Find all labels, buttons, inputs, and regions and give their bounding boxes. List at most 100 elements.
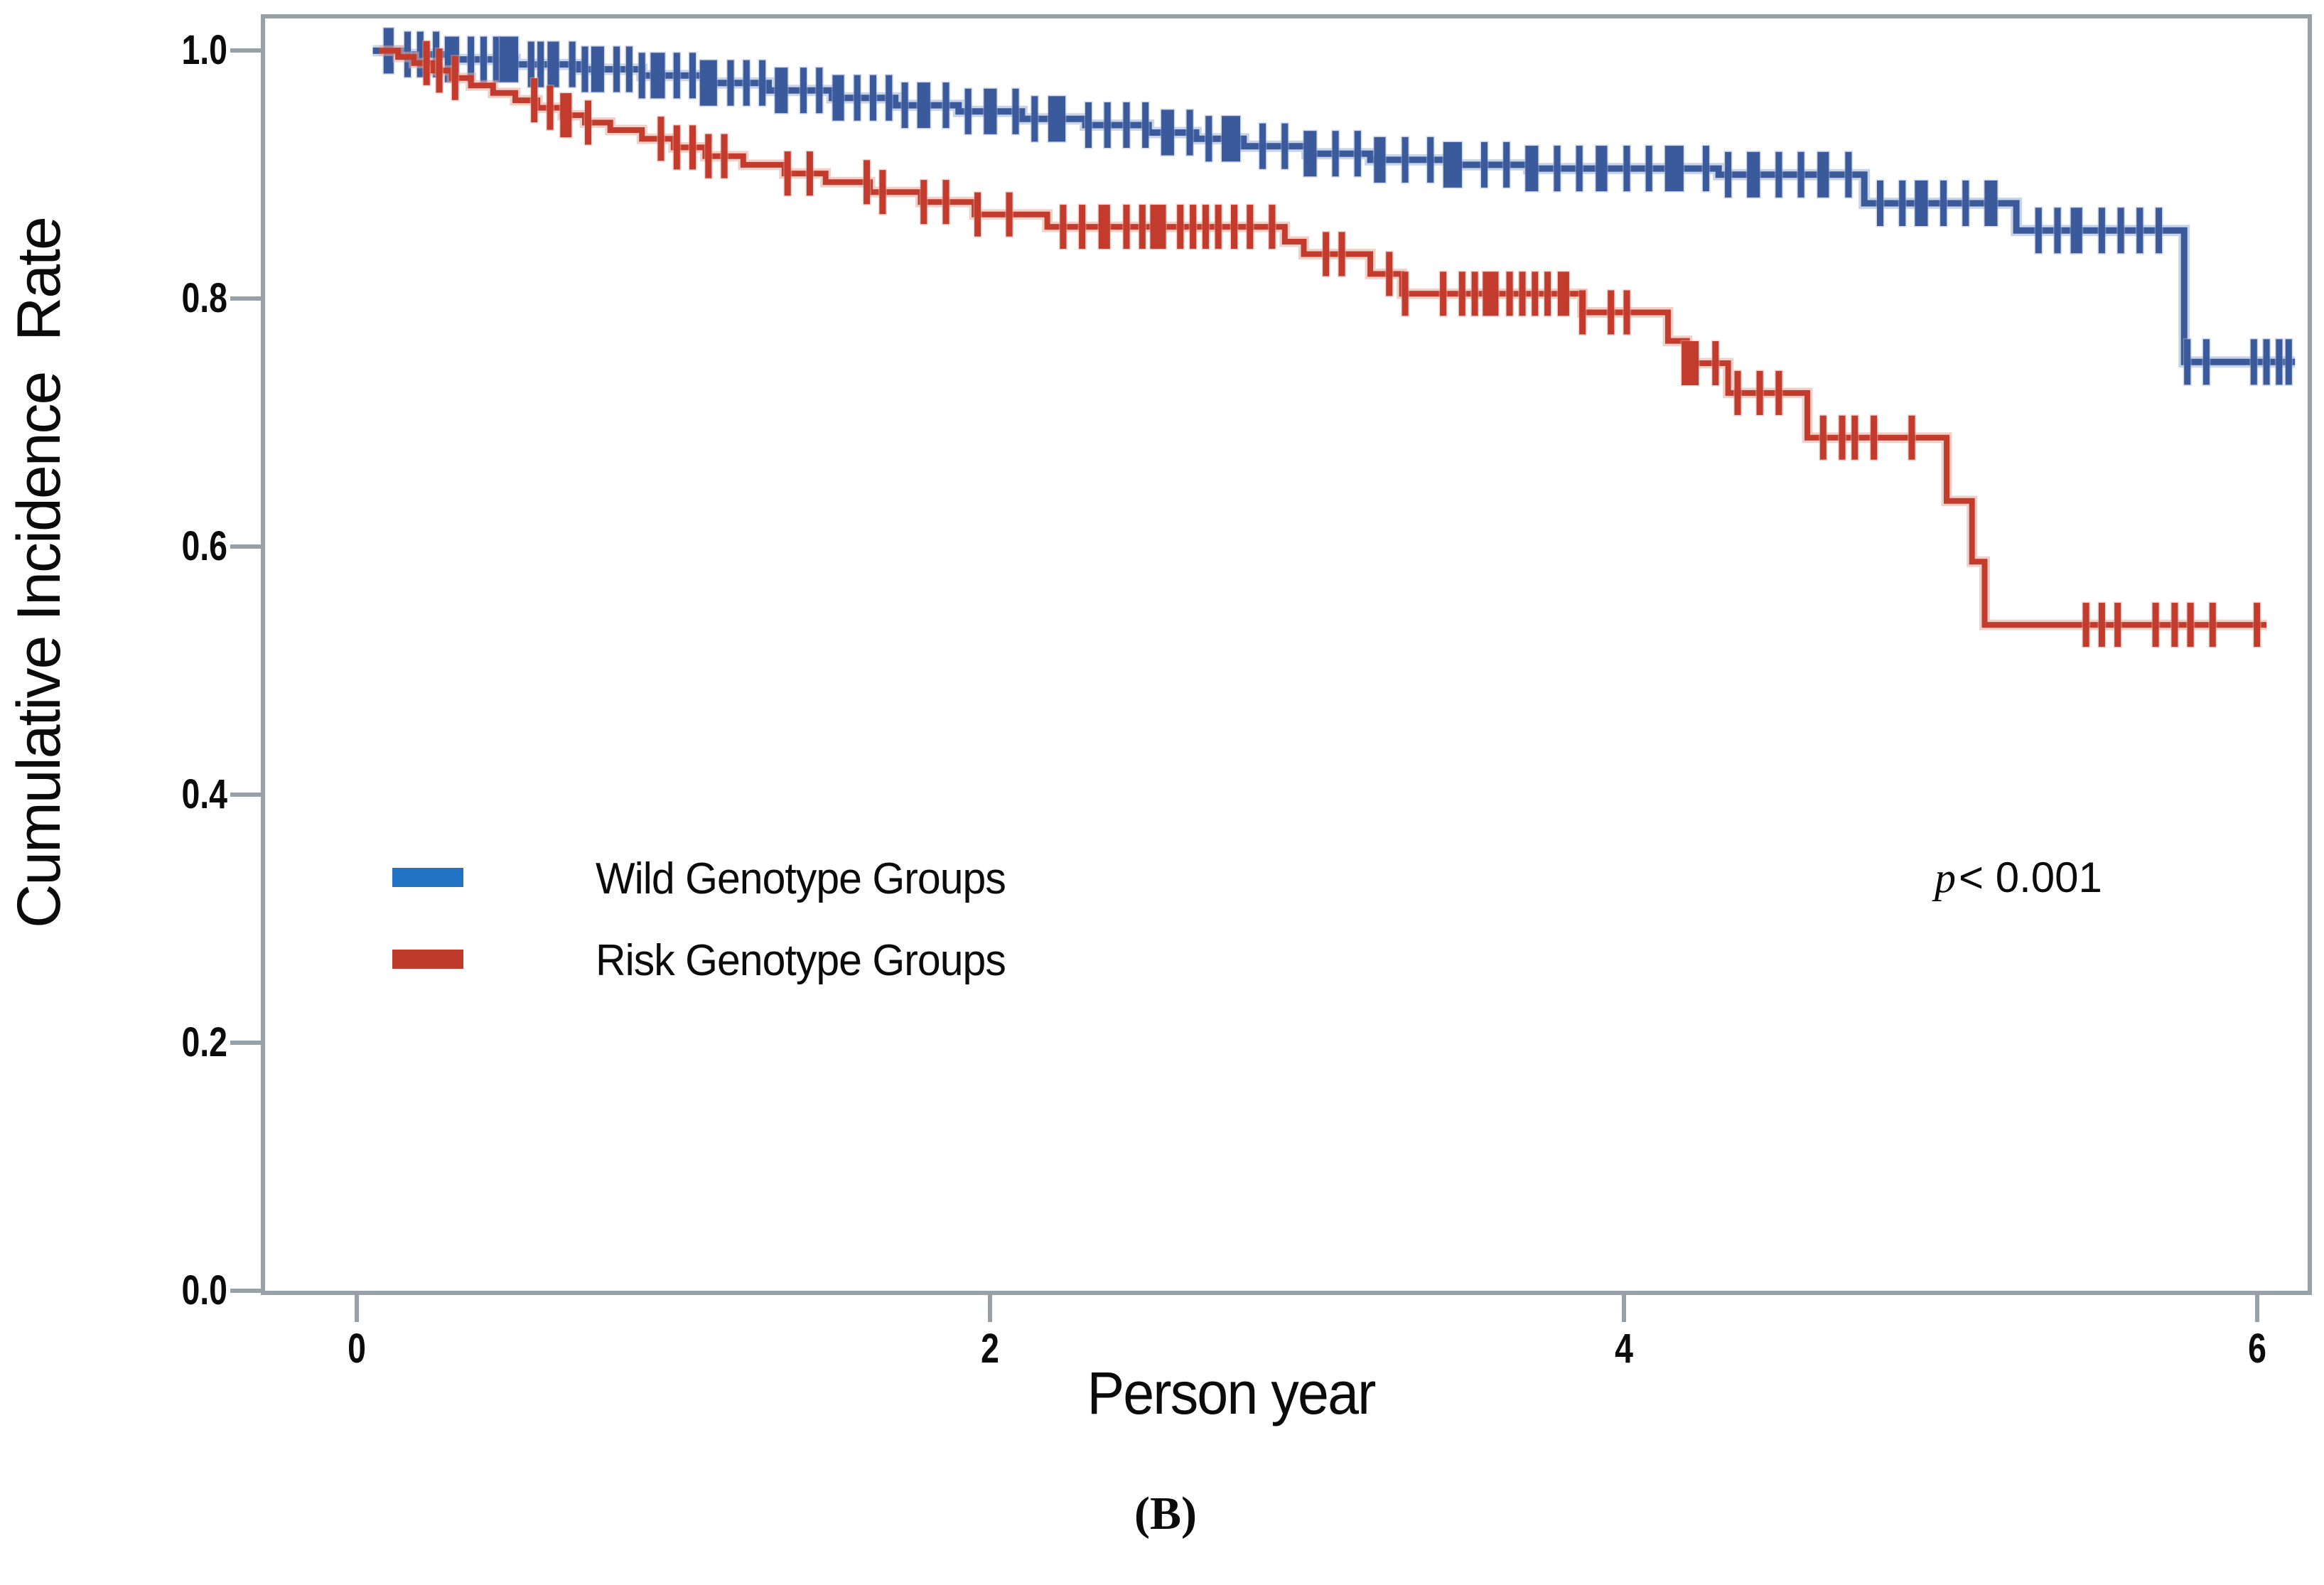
censor-tick [1755,370,1765,417]
censor-tick [704,133,713,180]
censor-tick [657,115,665,162]
censor-tick [2183,338,2192,386]
censor-tick [2154,206,2163,254]
censor-tick [2186,601,2195,648]
censor-tick [1797,151,1806,199]
censor-tick [1047,95,1067,143]
censor-tick [884,74,893,122]
censor-tick [2034,206,2043,254]
censor-tick [1701,144,1711,193]
censor-tick [2135,206,2144,254]
legend-swatch-risk [392,950,463,969]
y-axis-tick [230,48,265,53]
y-axis-tick [230,1041,265,1045]
censor-tick [650,51,666,100]
y-tick-label: 1.0 [181,27,227,73]
x-axis-tick [988,1295,992,1322]
censor-tick [1480,141,1489,189]
censor-tick [1188,203,1198,250]
censor-tick [699,59,719,107]
censor-tick [1258,122,1267,171]
censor-tick [1214,203,1223,250]
censor-tick [1321,231,1330,277]
censor-tick [536,41,545,89]
censor-tick [612,45,621,93]
censor-tick [1176,203,1185,250]
panel-label: (B) [1134,1488,1197,1540]
censor-tick [1816,151,1830,199]
legend-label-risk: Risk Genotype Groups [596,936,1006,985]
censor-tick [1556,270,1571,317]
censor-tick [982,87,998,136]
censor-tick [1338,231,1346,277]
censor-tick [1122,101,1131,149]
censor-tick [1913,179,1929,227]
censor-tick [1869,414,1878,461]
censor-tick [1530,270,1539,317]
y-tick-label: 0.4 [181,771,227,817]
censor-tick [1680,340,1700,387]
y-axis-tick [230,793,265,797]
censor-tick [1623,289,1631,335]
p-value-text: < 0.001 [1959,854,2102,901]
censor-tick [1160,109,1176,156]
censor-tick [1850,414,1859,461]
censor-tick [1267,203,1276,250]
censor-tick [1518,270,1527,317]
censor-tick [1426,136,1435,184]
censor-tick [1331,129,1340,178]
censor-tick [435,47,444,94]
censor-tick [638,51,647,100]
censor-tick [1723,151,1733,199]
censor-tick [805,150,814,197]
censor-tick [529,77,539,124]
censor-tick [1983,179,1998,227]
censor-tick [479,36,488,84]
y-tick-label: 0.0 [181,1267,227,1313]
censor-tick [2070,206,2084,254]
censor-tick [916,81,932,129]
censor-tick [688,51,697,100]
km-plot-svg [372,26,2296,648]
censor-tick [1664,144,1685,193]
y-axis-tick [230,1289,265,1293]
censor-tick [868,74,878,122]
censor-tick [758,59,767,107]
censor-tick [1524,144,1539,193]
censor-tick [1230,203,1239,250]
censor-tick [1505,270,1515,317]
censor-tick [1774,370,1783,417]
censor-tick [1103,101,1112,149]
censor-tick [1898,179,1907,227]
censor-tick [1372,136,1387,184]
censor-tick [832,74,845,122]
censor-tick [1961,179,1970,227]
censor-tick [1481,270,1500,317]
censor-tick [1058,203,1067,250]
censor-tick [1819,414,1828,461]
censor-tick [1553,144,1561,193]
censor-tick [2252,601,2261,648]
censor-tick [742,59,751,107]
censor-tick [451,55,460,102]
censor-tick [726,59,735,107]
censor-tick [546,85,554,131]
censor-tick [1245,203,1254,250]
censor-tick [1030,95,1039,143]
y-tick-label: 0.2 [181,1019,227,1065]
x-axis-tick [2255,1295,2259,1322]
censor-tick [2274,338,2283,386]
censor-tick [1384,250,1394,297]
x-axis-title: Person year [1087,1360,1376,1426]
censor-tick [783,150,792,197]
censor-tick [773,66,789,114]
censor-tick [1733,370,1742,417]
censor-tick [1939,179,1948,227]
p-value-symbol: p [1935,854,1956,901]
wild-censor-marks [382,26,2293,386]
censor-tick [422,40,431,87]
censor-tick [1401,136,1410,184]
censor-tick [1908,414,1916,461]
y-tick-label: 0.8 [181,275,227,321]
legend-label-wild: Wild Genotype Groups [596,854,1006,903]
